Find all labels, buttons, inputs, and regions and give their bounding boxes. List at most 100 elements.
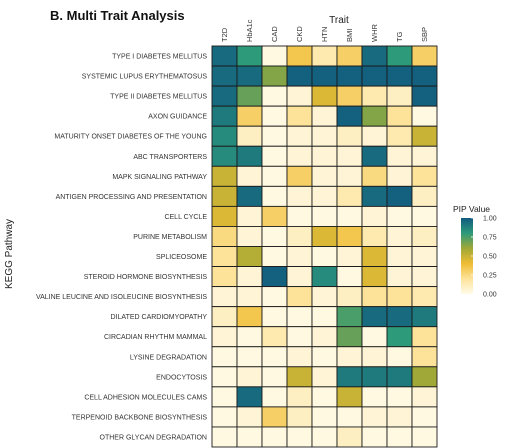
heatmap-cell-cell-cycle-cad — [261, 205, 288, 227]
heatmap-cell-abc-transporters-ckd — [286, 145, 313, 167]
heatmap-cell-abc-transporters-htn — [311, 145, 338, 167]
heatmap-cell-type-ii-diabetes-mellitus-tg — [386, 85, 413, 107]
heatmap-cell-terpenoid-backbone-biosynthesis-cad — [261, 406, 288, 428]
heatmap-cell-maturity-onset-diabetes-of-the-young-t2d — [211, 125, 238, 147]
column-label-bmi: BMI — [345, 29, 354, 42]
heatmap-cell-purine-metabolism-ckd — [286, 225, 313, 247]
legend-tick-0-25: 0.25 — [483, 273, 497, 280]
heatmap-cell-type-ii-diabetes-mellitus-htn — [311, 85, 338, 107]
row-label-abc-transporters: ABC TRANSPORTERS — [133, 154, 207, 161]
heatmap-cell-cell-adhesion-molecules-cams-sbp — [411, 386, 438, 408]
heatmap-cell-axon-guidance-hba1c — [236, 105, 263, 127]
heatmap-cell-purine-metabolism-hba1c — [236, 225, 263, 247]
heatmap-cell-type-ii-diabetes-mellitus-whr — [361, 85, 388, 107]
legend-color-bar — [461, 218, 473, 294]
heatmap-cell-type-i-diabetes-mellitus-ckd — [286, 45, 313, 67]
heatmap-cell-valine-leucine-and-isoleucine-biosynthesis-hba1c — [236, 286, 263, 308]
heatmap-cell-valine-leucine-and-isoleucine-biosynthesis-whr — [361, 286, 388, 308]
row-label-valine-leucine-and-isoleucine-biosynthesis: VALINE LEUCINE AND ISOLEUCINE BIOSYNTHES… — [36, 294, 207, 301]
heatmap-cell-lysine-degradation-sbp — [411, 346, 438, 368]
heatmap-cell-dilated-cardiomyopathy-ckd — [286, 306, 313, 328]
heatmap-cell-cell-cycle-t2d — [211, 205, 238, 227]
heatmap-cell-mapk-signaling-pathway-hba1c — [236, 165, 263, 187]
heatmap-cell-steroid-hormone-biosynthesis-htn — [311, 266, 338, 288]
heatmap-cell-valine-leucine-and-isoleucine-biosynthesis-t2d — [211, 286, 238, 308]
heatmap-cell-other-glycan-degradation-cad — [261, 426, 288, 448]
heatmap-cell-endocytosis-sbp — [411, 366, 438, 388]
heatmap-cell-terpenoid-backbone-biosynthesis-whr — [361, 406, 388, 428]
row-label-other-glycan-degradation: OTHER GLYCAN DEGRADATION — [100, 434, 207, 441]
column-label-ckd: CKD — [295, 26, 304, 42]
heatmap-cell-circadian-rhythm-mammal-cad — [261, 326, 288, 348]
heatmap-cell-maturity-onset-diabetes-of-the-young-cad — [261, 125, 288, 147]
heatmap-cell-lysine-degradation-hba1c — [236, 346, 263, 368]
heatmap-cell-maturity-onset-diabetes-of-the-young-ckd — [286, 125, 313, 147]
heatmap-cell-spliceosome-htn — [311, 246, 338, 267]
column-label-tg: TG — [395, 31, 404, 42]
row-label-cell-adhesion-molecules-cams: CELL ADHESION MOLECULES CAMS — [84, 394, 207, 401]
heatmap-cell-antigen-processing-and-presentation-whr — [361, 185, 388, 207]
legend-tick-0-75: 0.75 — [483, 235, 497, 242]
row-label-maturity-onset-diabetes-of-the-young: MATURITY ONSET DIABETES OF THE YOUNG — [54, 134, 207, 141]
heatmap-cell-lysine-degradation-cad — [261, 346, 288, 368]
heatmap-cell-valine-leucine-and-isoleucine-biosynthesis-htn — [311, 286, 338, 308]
heatmap-cell-maturity-onset-diabetes-of-the-young-sbp — [411, 125, 438, 147]
column-label-cad: CAD — [270, 26, 279, 42]
row-label-type-i-diabetes-mellitus: TYPE I DIABETES MELLITUS — [112, 54, 207, 61]
heatmap-cell-endocytosis-htn — [311, 366, 338, 388]
heatmap-cell-type-i-diabetes-mellitus-t2d — [211, 45, 238, 67]
row-label-antigen-processing-and-presentation: ANTIGEN PROCESSING AND PRESENTATION — [56, 194, 207, 201]
column-label-htn: HTN — [320, 27, 329, 42]
heatmap-cell-type-ii-diabetes-mellitus-cad — [261, 85, 288, 107]
heatmap-cell-spliceosome-tg — [386, 246, 413, 267]
heatmap-cell-systemic-lupus-erythematosus-t2d — [211, 65, 238, 87]
heatmap-cell-systemic-lupus-erythematosus-tg — [386, 65, 413, 87]
heatmap-cell-spliceosome-bmi — [336, 246, 363, 267]
heatmap-cell-type-i-diabetes-mellitus-sbp — [411, 45, 438, 67]
heatmap-cell-valine-leucine-and-isoleucine-biosynthesis-bmi — [336, 286, 363, 308]
heatmap-cell-terpenoid-backbone-biosynthesis-t2d — [211, 406, 238, 428]
heatmap-cell-steroid-hormone-biosynthesis-cad — [261, 266, 288, 288]
heatmap-cell-mapk-signaling-pathway-htn — [311, 165, 338, 187]
heatmap-cell-type-i-diabetes-mellitus-cad — [261, 45, 288, 67]
heatmap-cell-systemic-lupus-erythematosus-sbp — [411, 65, 438, 87]
column-label-hba1c: HbA1c — [245, 19, 254, 42]
heatmap-cell-other-glycan-degradation-tg — [386, 426, 413, 448]
heatmap-cell-steroid-hormone-biosynthesis-tg — [386, 266, 413, 288]
heatmap-cell-endocytosis-hba1c — [236, 366, 263, 388]
heatmap-cell-steroid-hormone-biosynthesis-bmi — [336, 266, 363, 288]
row-label-lysine-degradation: LYSINE DEGRADATION — [130, 354, 207, 361]
heatmap-cell-mapk-signaling-pathway-sbp — [411, 165, 438, 187]
heatmap-cell-maturity-onset-diabetes-of-the-young-hba1c — [236, 125, 263, 147]
row-label-axon-guidance: AXON GUIDANCE — [148, 114, 207, 121]
heatmap-cell-spliceosome-ckd — [286, 246, 313, 267]
heatmap-cell-abc-transporters-bmi — [336, 145, 363, 167]
heatmap-cell-type-ii-diabetes-mellitus-ckd — [286, 85, 313, 107]
heatmap-cell-cell-adhesion-molecules-cams-cad — [261, 386, 288, 408]
heatmap-cell-axon-guidance-cad — [261, 105, 288, 127]
heatmap-cell-steroid-hormone-biosynthesis-t2d — [211, 266, 238, 288]
heatmap-cell-spliceosome-cad — [261, 246, 288, 267]
heatmap-cell-type-ii-diabetes-mellitus-t2d — [211, 85, 238, 107]
heatmap-cell-type-i-diabetes-mellitus-htn — [311, 45, 338, 67]
heatmap-cell-lysine-degradation-t2d — [211, 346, 238, 368]
heatmap-cell-endocytosis-whr — [361, 366, 388, 388]
heatmap-cell-dilated-cardiomyopathy-sbp — [411, 306, 438, 328]
heatmap-cell-spliceosome-t2d — [211, 246, 238, 267]
row-label-type-ii-diabetes-mellitus: TYPE II DIABETES MELLITUS — [110, 94, 207, 101]
heatmap-cell-abc-transporters-tg — [386, 145, 413, 167]
heatmap-cell-purine-metabolism-t2d — [211, 225, 238, 247]
heatmap-cell-valine-leucine-and-isoleucine-biosynthesis-cad — [261, 286, 288, 308]
heatmap-cell-dilated-cardiomyopathy-whr — [361, 306, 388, 328]
heatmap-cell-lysine-degradation-tg — [386, 346, 413, 368]
heatmap-cell-dilated-cardiomyopathy-htn — [311, 306, 338, 328]
heatmap-cell-axon-guidance-t2d — [211, 105, 238, 127]
row-label-dilated-cardiomyopathy: DILATED CARDIOMYOPATHY — [111, 314, 208, 321]
heatmap-cell-cell-adhesion-molecules-cams-bmi — [336, 386, 363, 408]
heatmap-cell-other-glycan-degradation-t2d — [211, 426, 238, 448]
row-label-terpenoid-backbone-biosynthesis: TERPENOID BACKBONE BIOSYNTHESIS — [72, 414, 208, 421]
heatmap-cell-cell-adhesion-molecules-cams-ckd — [286, 386, 313, 408]
heatmap-cell-endocytosis-ckd — [286, 366, 313, 388]
heatmap-cell-cell-cycle-whr — [361, 205, 388, 227]
